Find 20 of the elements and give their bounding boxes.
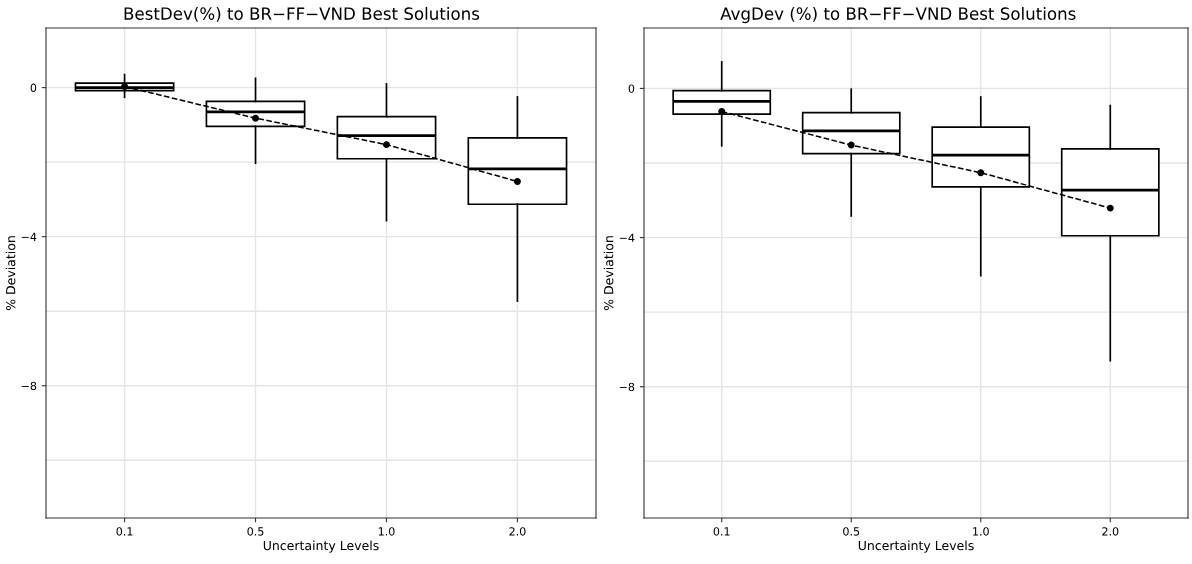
y-tick-label: −8	[21, 381, 37, 391]
chart-title: AvgDev (%) to BR−FF−VND Best Solutions	[720, 7, 1076, 24]
x-axis-title: Uncertainty Levels	[263, 540, 379, 553]
x-tick-label: 0.5	[843, 527, 860, 536]
y-tick-label: 0	[30, 83, 37, 92]
x-axis-title: Uncertainty Levels	[858, 540, 974, 553]
x-tick-label: 0.5	[247, 527, 264, 536]
x-tick-label: 0.1	[116, 527, 133, 536]
y-tick-label: 0	[628, 84, 635, 93]
y-axis-title: % Deviation	[603, 236, 614, 311]
x-tick-label: 2.0	[1102, 527, 1119, 536]
y-tick-label: −4	[619, 233, 635, 242]
x-tick-label: 0.1	[713, 527, 730, 536]
x-tick-label: 1.0	[973, 527, 989, 536]
x-tick-label: 2.0	[509, 527, 526, 536]
y-axis-title: % Deviation	[5, 236, 16, 311]
y-tick-label: −8	[619, 382, 635, 392]
y-tick-label: −4	[21, 232, 37, 241]
x-tick-label: 1.0	[378, 527, 395, 536]
chart-title: BestDev(%) to BR−FF−VND Best Solutions	[124, 7, 480, 22]
